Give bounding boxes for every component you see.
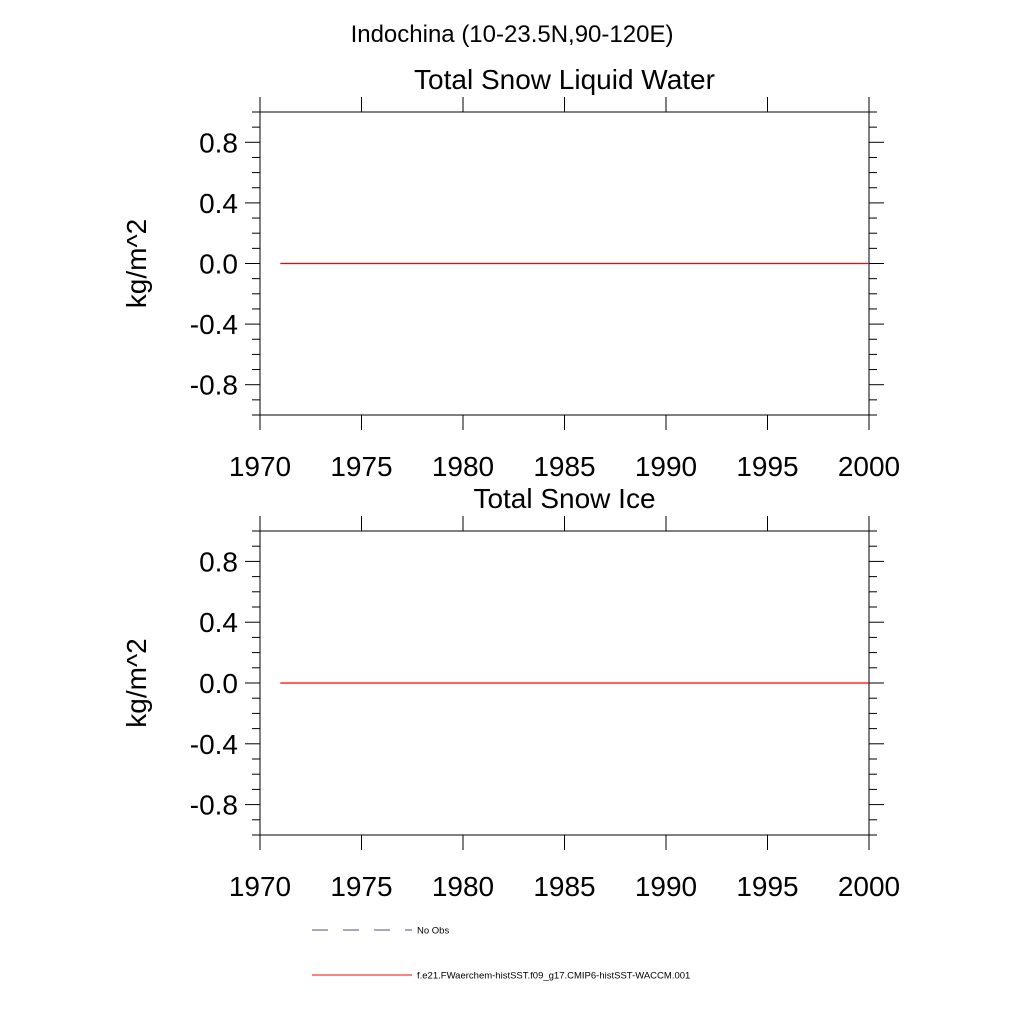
y-tick-label: 0.8 bbox=[199, 546, 238, 577]
y-tick-label: 0.4 bbox=[199, 188, 238, 219]
y-tick-label: -0.8 bbox=[190, 370, 238, 401]
legend-label-2: f.e21.FWaerchem-histSST.f09_g17.CMIP6-hi… bbox=[417, 971, 690, 982]
x-tick-label: 1975 bbox=[330, 871, 392, 902]
chart-title: Total Snow Liquid Water bbox=[414, 64, 715, 95]
chart-panel-2: Total Snow Ice 1970 1975 1980 1985 1990 1995 20… bbox=[121, 483, 900, 902]
y-axis-label: kg/m^2 bbox=[121, 219, 152, 308]
legend-label-1: No Obs bbox=[417, 926, 449, 937]
chart-panel-1: Total Snow Liquid Water 1970 1975 1980 1985 1… bbox=[121, 64, 900, 482]
y-tick-label: 0.8 bbox=[199, 127, 238, 158]
y-tick-label: -0.8 bbox=[190, 790, 238, 821]
x-tick-label: 1995 bbox=[736, 871, 798, 902]
x-tick-label: 1980 bbox=[432, 871, 494, 902]
figure-title: Indochina (10-23.5N,90-120E) bbox=[351, 21, 674, 48]
x-tick-label: 1975 bbox=[330, 451, 392, 482]
x-tick-label: 1980 bbox=[432, 451, 494, 482]
x-tick-label: 1985 bbox=[533, 451, 595, 482]
x-tick-label: 1970 bbox=[229, 871, 291, 902]
chart-panels: Total Snow Liquid Water 1970 1975 1980 1985 1… bbox=[121, 64, 900, 902]
y-tick-label: 0.4 bbox=[199, 607, 238, 638]
x-tick-label: 1995 bbox=[736, 451, 798, 482]
x-tick-label: 2000 bbox=[838, 451, 900, 482]
y-axis-label: kg/m^2 bbox=[121, 638, 152, 727]
x-tick-label: 1970 bbox=[229, 451, 291, 482]
y-tick-label: 0.0 bbox=[199, 668, 238, 699]
y-tick-label: -0.4 bbox=[190, 309, 238, 340]
legend: No Obs f.e21.FWaerchem-histSST.f09_g17.CM… bbox=[312, 926, 690, 982]
x-tick-label: 1990 bbox=[635, 871, 697, 902]
x-tick-label: 1985 bbox=[533, 871, 595, 902]
y-tick-label: 0.0 bbox=[199, 249, 238, 280]
y-tick-label: -0.4 bbox=[190, 729, 238, 760]
x-tick-label: 2000 bbox=[838, 871, 900, 902]
x-tick-label: 1990 bbox=[635, 451, 697, 482]
chart-title: Total Snow Ice bbox=[473, 483, 655, 514]
